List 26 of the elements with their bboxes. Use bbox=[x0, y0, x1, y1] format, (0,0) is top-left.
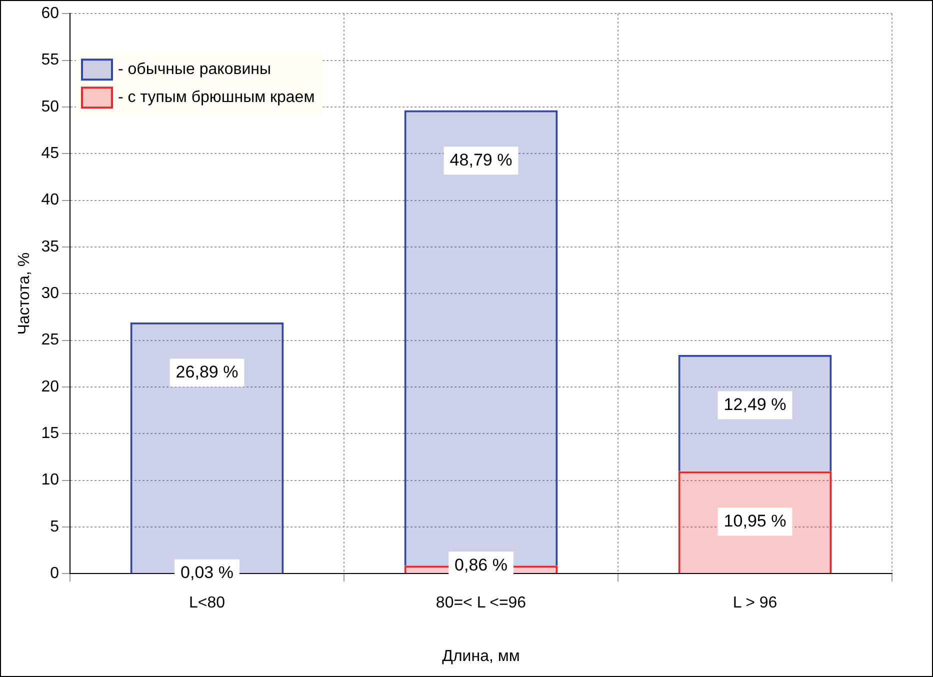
y-tick-label: 45 bbox=[41, 145, 60, 162]
y-tick-label: 40 bbox=[41, 192, 60, 209]
y-axis-title: Частота, % bbox=[16, 252, 34, 335]
data-label: 12,49 % bbox=[724, 394, 786, 414]
y-tick-label: 15 bbox=[41, 425, 60, 442]
y-tick-label: 5 bbox=[50, 518, 60, 536]
y-tick-label: 0 bbox=[50, 565, 60, 582]
data-label: 26,89 % bbox=[176, 362, 238, 382]
x-tick-label: L<80 bbox=[188, 594, 226, 612]
y-tick-label: 55 bbox=[41, 52, 60, 69]
x-tick-label: 80=< L <=96 bbox=[436, 594, 526, 612]
y-tick-label: 20 bbox=[41, 378, 60, 396]
data-label: 48,79 % bbox=[450, 150, 512, 170]
x-tick-label: L > 96 bbox=[732, 594, 778, 612]
data-label: 0,86 % bbox=[454, 555, 508, 574]
y-tick-label: 30 bbox=[41, 285, 60, 302]
y-tick-label: 25 bbox=[41, 332, 60, 349]
y-tick-label: 35 bbox=[41, 238, 60, 256]
x-axis-title: Длина, мм bbox=[442, 648, 520, 665]
y-tick-label: 50 bbox=[41, 98, 60, 116]
legend-label: - с тупым брюшным краем bbox=[118, 89, 315, 106]
data-label: 0,03 % bbox=[180, 563, 234, 582]
y-tick-label: 60 bbox=[41, 5, 60, 22]
legend-label: - обычные раковины bbox=[118, 61, 271, 78]
y-tick-label: 10 bbox=[41, 472, 60, 489]
data-label: 10,95 % bbox=[724, 511, 786, 530]
